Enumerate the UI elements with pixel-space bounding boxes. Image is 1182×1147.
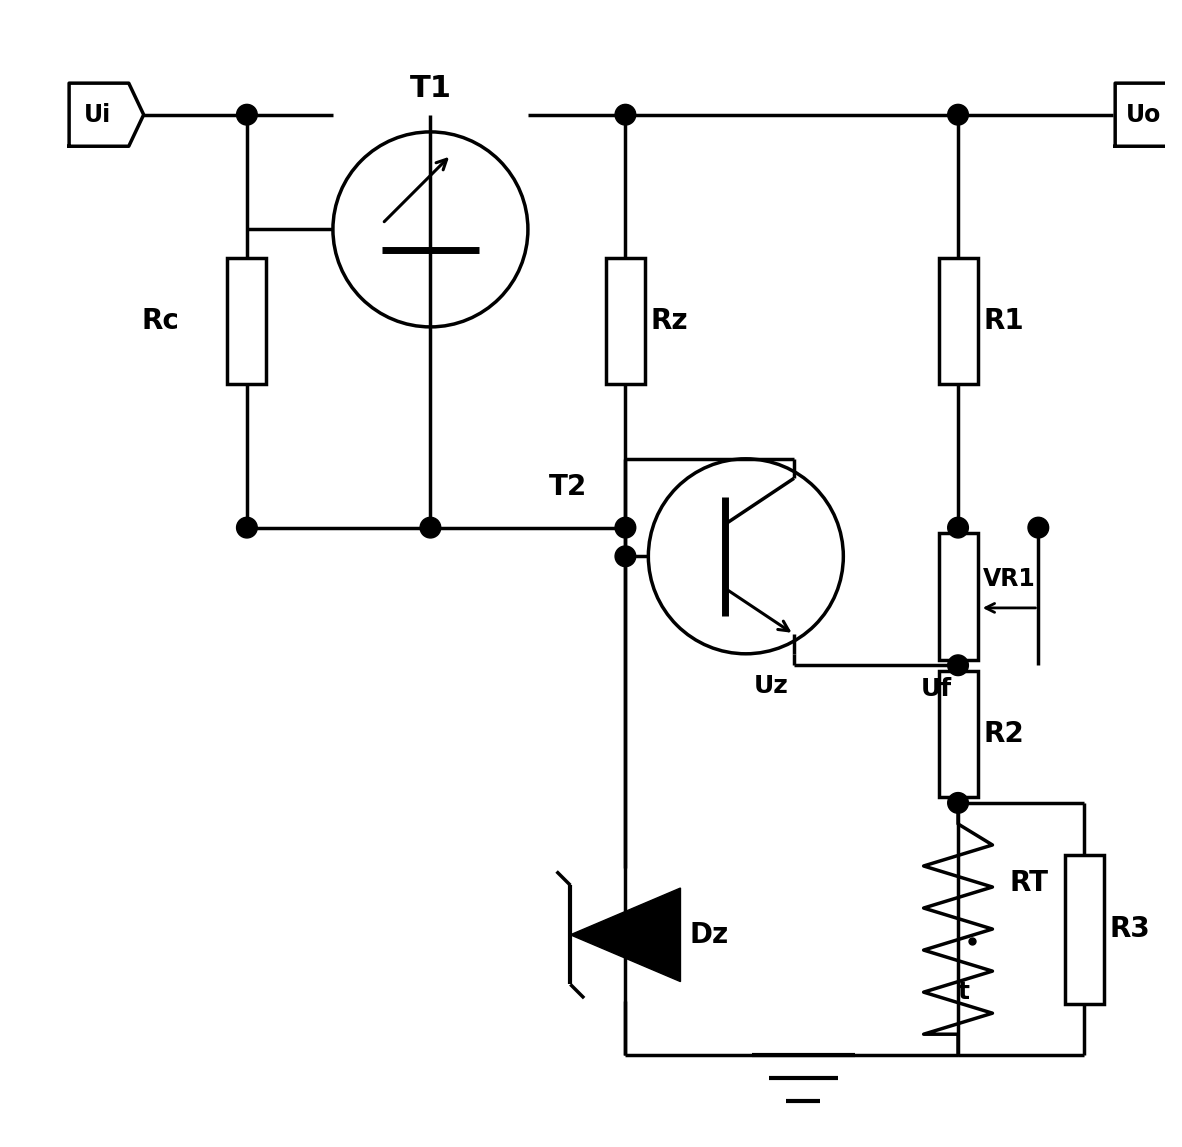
Circle shape — [615, 517, 636, 538]
Text: T1: T1 — [409, 75, 452, 103]
Text: Dz: Dz — [689, 921, 729, 949]
Bar — [939, 533, 978, 660]
Text: Uz: Uz — [753, 674, 788, 699]
Text: T2: T2 — [548, 474, 587, 501]
Bar — [1065, 855, 1104, 1004]
Circle shape — [948, 517, 968, 538]
Bar — [227, 258, 266, 384]
Text: t: t — [957, 981, 969, 1004]
Circle shape — [420, 517, 441, 538]
Circle shape — [236, 104, 258, 125]
Bar — [939, 258, 978, 384]
Circle shape — [615, 546, 636, 567]
Bar — [939, 671, 978, 797]
Text: Uf: Uf — [921, 677, 953, 701]
Text: VR1: VR1 — [983, 568, 1037, 591]
Circle shape — [948, 104, 968, 125]
Polygon shape — [571, 888, 681, 982]
Text: Ui: Ui — [84, 103, 111, 126]
Bar — [606, 258, 645, 384]
Circle shape — [615, 104, 636, 125]
Text: R2: R2 — [983, 720, 1024, 748]
Polygon shape — [69, 83, 144, 146]
Text: R3: R3 — [1110, 915, 1150, 943]
Circle shape — [1028, 517, 1048, 538]
Circle shape — [948, 655, 968, 676]
Text: Rz: Rz — [650, 307, 688, 335]
Circle shape — [948, 793, 968, 813]
Polygon shape — [1115, 83, 1182, 146]
Text: R1: R1 — [983, 307, 1024, 335]
Text: Rc: Rc — [142, 307, 180, 335]
Circle shape — [236, 517, 258, 538]
Text: RT: RT — [1009, 869, 1048, 897]
Text: Uo: Uo — [1125, 103, 1161, 126]
